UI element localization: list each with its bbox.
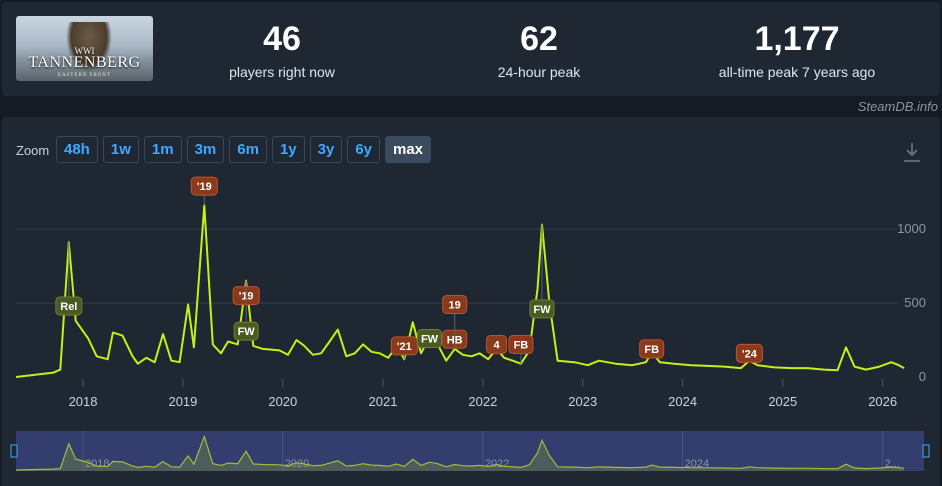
current-players-value: 46 (263, 20, 301, 58)
event-marker: FW (529, 224, 555, 319)
logo-title: TANNENBERG (28, 54, 141, 71)
navigator-tick-label: 2024 (685, 458, 709, 470)
event-marker: FB (508, 334, 534, 364)
event-marker-box (416, 329, 442, 349)
event-marker: FW (233, 280, 259, 341)
event-marker-label: 4 (493, 339, 500, 351)
zoom-button-1w[interactable]: 1w (102, 136, 139, 163)
zoom-label: Zoom (16, 143, 50, 158)
event-marker-label: '19 (197, 181, 212, 193)
x-tick-label: 2018 (69, 394, 98, 409)
event-marker: '21 (390, 336, 418, 360)
navigator-handle-left[interactable] (10, 444, 18, 458)
zoom-button-max[interactable]: max (385, 136, 432, 163)
x-tick-label: 2023 (568, 394, 597, 409)
event-marker-label: FB (644, 344, 659, 356)
24h-peak-value: 62 (520, 20, 558, 58)
event-marker-label: FW (421, 334, 439, 346)
y-tick-label: 500 (904, 295, 926, 310)
stat-current-players: 46 players right now (202, 20, 362, 80)
event-marker-box (55, 296, 83, 316)
event-marker-label: Rel (60, 301, 77, 313)
steamdb-credit[interactable]: SteamDB.info (857, 99, 938, 114)
event-marker-label: FW (533, 304, 551, 316)
stat-all-time-peak: 1,177 all-time peak 7 years ago (692, 20, 902, 80)
stats-panel: WWI TANNENBERG EASTERN FRONT 46 players … (2, 2, 940, 96)
x-tick-label: 2025 (768, 394, 797, 409)
event-marker-box (442, 294, 468, 314)
event-marker-box (486, 334, 508, 354)
logo-wwi: WWI (74, 46, 95, 56)
event-marker-label: 19 (449, 299, 461, 311)
zoom-button-6m[interactable]: 6m (229, 136, 267, 163)
game-logo[interactable]: WWI TANNENBERG EASTERN FRONT (16, 16, 153, 81)
y-tick-label: 0 (919, 369, 926, 384)
event-marker-box (735, 343, 763, 363)
navigator-tick-label: 2022 (485, 458, 509, 470)
event-marker: 4 (486, 334, 508, 354)
zoom-button-48h[interactable]: 48h (56, 136, 98, 163)
player-count-chart: 0 500 1000 2018 2019 2020 2021 2022 2023 2024 2025… (10, 176, 930, 471)
event-marker-box (529, 299, 555, 319)
zoom-button-1m[interactable]: 1m (143, 136, 182, 163)
event-marker: FB (639, 339, 665, 359)
x-tick-label: 2020 (268, 394, 297, 409)
all-time-peak-value: 1,177 (754, 20, 840, 58)
event-marker-box (639, 339, 665, 359)
event-marker-box (190, 176, 218, 196)
event-marker-label: FW (238, 326, 256, 338)
24h-peak-label: 24-hour peak (497, 64, 581, 80)
x-tick-label: 2019 (168, 394, 197, 409)
zoom-button-6y[interactable]: 6y (347, 136, 380, 163)
logo-subtitle: EASTERN FRONT (57, 73, 112, 78)
zoom-buttons: 48h 1w 1m 3m 6m 1y 3y 6y max (56, 136, 432, 163)
event-marker: '24 (735, 343, 763, 363)
x-tick-label: 2021 (369, 394, 398, 409)
current-players-label: players right now (229, 64, 335, 80)
soldier-figure (66, 22, 112, 72)
navigator-line (15, 434, 905, 471)
y-tick-label: 1000 (897, 221, 926, 236)
zoom-button-3m[interactable]: 3m (186, 136, 225, 163)
event-marker-box (390, 336, 418, 356)
navigator-area (16, 436, 904, 471)
zoom-button-3y[interactable]: 3y (309, 136, 343, 163)
event-marker: '19 (190, 176, 218, 206)
chart-panel: Zoom 48h 1w 1m 3m 6m 1y 3y 6y max 0 500 10… (2, 117, 940, 486)
player-count-line (15, 204, 905, 378)
navigator-tick-label: 2018 (85, 458, 109, 470)
event-marker: FW (416, 329, 442, 349)
event-marker-label: '24 (742, 348, 758, 360)
x-tick-label: 2022 (468, 394, 497, 409)
event-marker-box (233, 321, 259, 341)
event-marker: 19 (442, 294, 468, 349)
all-time-peak-label: all-time peak 7 years ago (718, 64, 876, 80)
navigator-handle-right[interactable] (922, 444, 930, 458)
download-icon[interactable] (902, 141, 922, 163)
navigator-tick-label: 2020 (285, 458, 309, 470)
stat-24h-peak: 62 24-hour peak (459, 20, 619, 80)
event-marker-box (508, 334, 534, 354)
event-marker-label: FB (514, 339, 529, 351)
event-marker-label: '21 (397, 341, 412, 353)
zoom-button-1y[interactable]: 1y (271, 136, 305, 163)
x-tick-label: 2026 (868, 394, 897, 409)
x-tick-label: 2024 (668, 394, 697, 409)
navigator-selection (16, 431, 924, 471)
event-marker: Rel (55, 242, 83, 316)
